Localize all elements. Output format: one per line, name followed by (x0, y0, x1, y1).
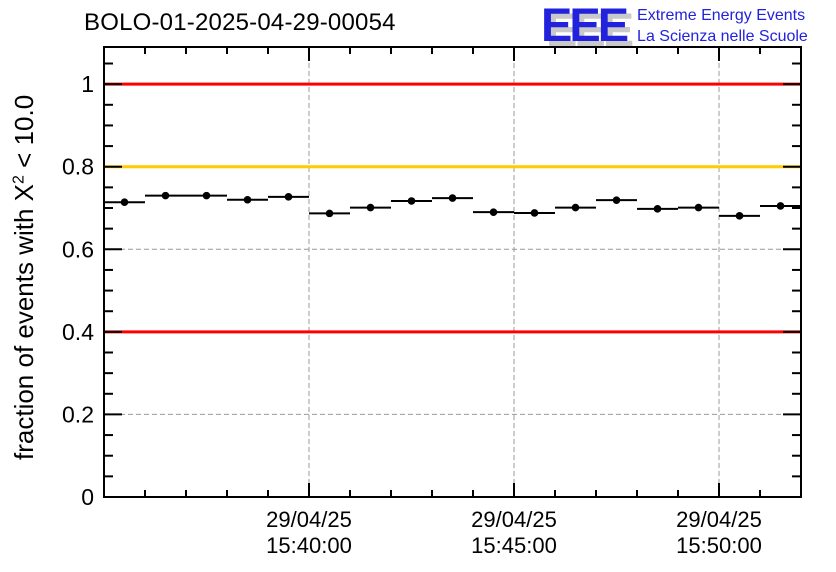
data-point-marker (612, 196, 621, 204)
y-tick-label: 0.4 (62, 319, 94, 345)
data-point-marker (161, 191, 170, 200)
axis-ticks (104, 47, 801, 498)
plot-title: BOLO-01-2025-04-29-00054 (84, 9, 396, 36)
data-point-marker (735, 212, 744, 220)
y-tick-label: 0 (81, 484, 94, 510)
eee-logo: EEE Extreme Energy Events La Scienza nel… (541, 0, 808, 51)
data-point-marker (653, 205, 662, 213)
data-series (104, 191, 801, 220)
y-tick-labels: 0 0.2 0.4 0.6 0.8 1 (62, 71, 94, 510)
x-tick-label: 29/04/25 15:50:00 (676, 507, 762, 558)
data-point-marker (407, 197, 416, 205)
data-point-marker (243, 195, 252, 204)
y-tick-label: 0.6 (62, 236, 94, 262)
x-tick-label: 29/04/25 15:45:00 (471, 507, 557, 558)
data-point-marker (448, 194, 457, 202)
x-tick-label-date: 29/04/25 (266, 507, 352, 532)
eee-logo-line1: Extreme Energy Events (637, 7, 806, 24)
y-tick-label: 0.8 (62, 154, 94, 180)
eee-logo-text: Extreme Energy Events La Scienza nelle S… (637, 3, 808, 48)
x-tick-label-date: 29/04/25 (471, 507, 557, 532)
y-tick-label: 0.2 (62, 401, 94, 427)
data-point-marker (325, 209, 334, 218)
plot-frame (103, 46, 802, 498)
eee-logo-letters: EEE (541, 0, 629, 51)
x-tick-label-time: 15:45:00 (471, 533, 557, 558)
data-point-marker (284, 193, 293, 201)
data-point-marker (489, 208, 498, 216)
x-tick-label-time: 15:40:00 (266, 533, 352, 558)
data-point-marker (120, 198, 129, 207)
x-tick-label: 29/04/25 15:40:00 (266, 507, 352, 558)
data-point-marker (694, 203, 703, 212)
y-tick-label: 1 (81, 71, 94, 97)
data-point-marker (366, 203, 375, 212)
data-point-marker (202, 191, 211, 200)
eee-logo-line2: La Scienza nelle Scuole (637, 27, 808, 45)
x-tick-label-time: 15:50:00 (676, 533, 762, 558)
gridlines (104, 47, 801, 497)
x-tick-label-date: 29/04/25 (676, 507, 762, 532)
data-point-marker (530, 209, 539, 217)
data-point-marker (776, 202, 785, 210)
threshold-lines (104, 82, 801, 334)
data-point-marker (571, 203, 580, 212)
